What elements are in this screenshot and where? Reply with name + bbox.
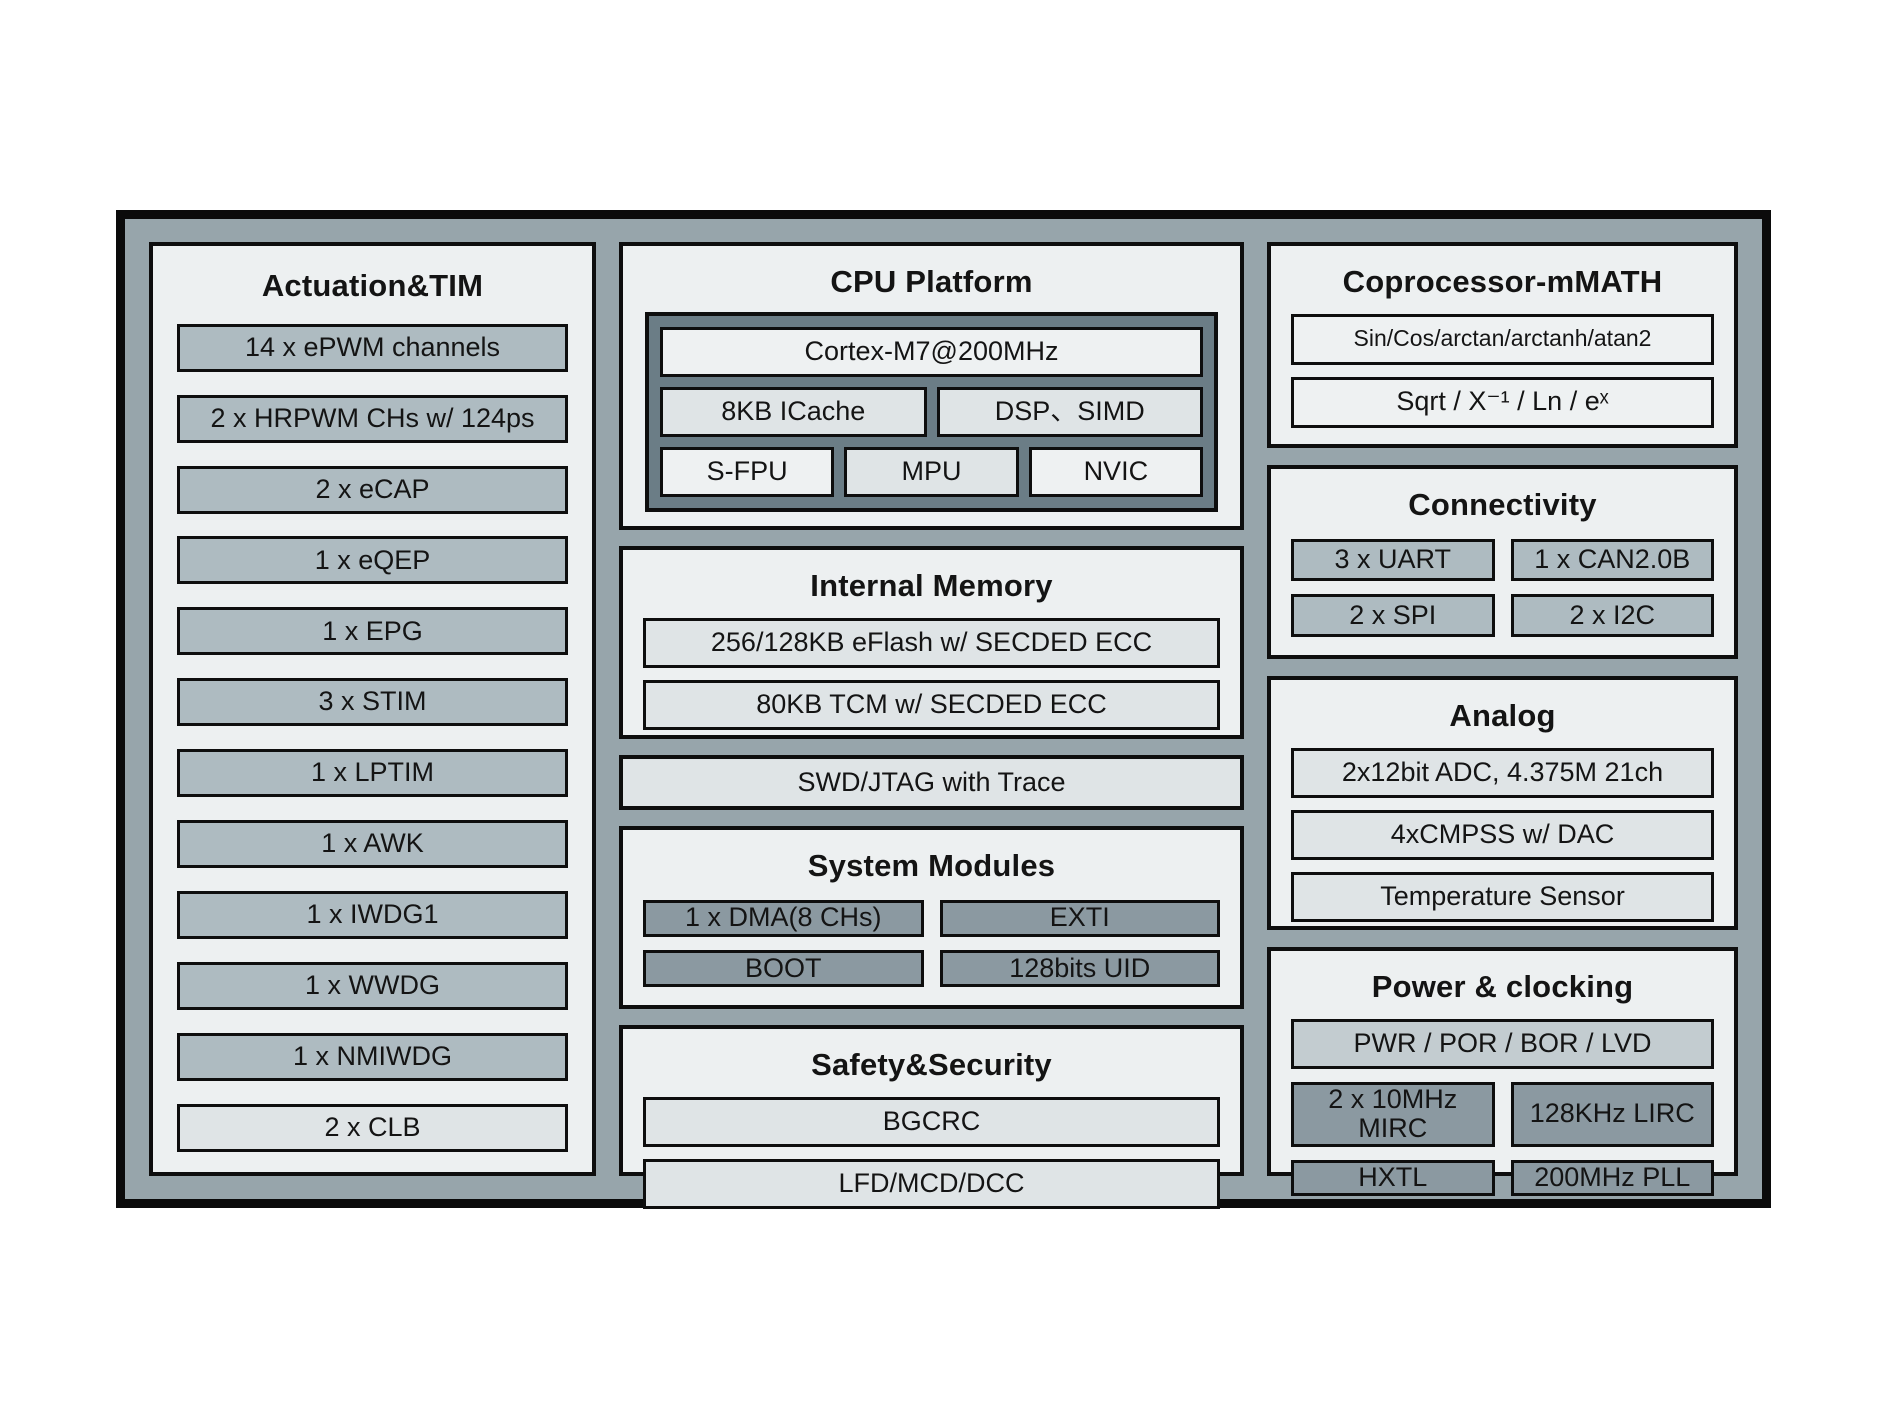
memory-block-stack: 256/128KB eFlash w/ SECDED ECC 80KB TCM … [643,617,1220,730]
block-exti: EXTI [939,899,1220,937]
block-clb: 2 x CLB [177,1103,568,1152]
block-tcm: 80KB TCM w/ SECDED ECC [643,679,1220,730]
safety-block-stack: BGCRC LFD/MCD/DCC [643,1096,1220,1209]
block-mirc: 2 x 10MHz MIRC [1291,1081,1495,1148]
section-safety-security: Safety&Security BGCRC LFD/MCD/DCC [619,1025,1244,1209]
section-actuation-tim: Actuation&TIM 14 x ePWM channels 2 x HRP… [149,242,596,1176]
section-title-cpu-platform: CPU Platform [830,264,1033,299]
section-cpu-platform: CPU Platform Cortex-M7@200MHz 8KB ICache… [619,242,1244,530]
block-temperature-sensor: Temperature Sensor [1291,871,1714,922]
power-clocking-grid: 2 x 10MHz MIRC 128KHz LIRC HXTL 200MHz P… [1291,1081,1714,1196]
block-trig-functions: Sin/Cos/arctan/arctanh/atan2 [1291,313,1714,365]
section-power-clocking: Power & clocking PWR / POR / BOR / LVD 2… [1267,947,1738,1196]
block-eqep: 1 x eQEP [177,536,568,585]
math-block-stack: Sin/Cos/arctan/arctanh/atan2 Sqrt / X⁻¹ … [1291,313,1714,428]
chip-outer-frame: Actuation&TIM 14 x ePWM channels 2 x HRP… [116,210,1771,1209]
block-awk: 1 x AWK [177,820,568,869]
block-cortex-m7-core: Cortex-M7@200MHz [660,326,1203,377]
block-lirc: 128KHz LIRC [1510,1081,1714,1148]
section-title-coprocessor-mmath: Coprocessor-mMATH [1342,264,1663,299]
section-title-power-clocking: Power & clocking [1371,969,1634,1004]
section-coprocessor-mmath: Coprocessor-mMATH Sin/Cos/arctan/arctanh… [1267,242,1738,448]
block-pll: 200MHz PLL [1510,1160,1714,1196]
section-analog: Analog 2x12bit ADC, 4.375M 21ch 4xCMPSS … [1267,676,1738,930]
block-spi: 2 x SPI [1291,594,1495,637]
block-sqrt-ln-exp: Sqrt / X⁻¹ / Ln / eˣ [1291,376,1714,428]
section-title-analog: Analog [1449,698,1556,733]
block-bgcrc: BGCRC [643,1096,1220,1147]
block-uart: 3 x UART [1291,538,1495,582]
section-title-safety-security: Safety&Security [811,1047,1052,1082]
section-title-internal-memory: Internal Memory [810,568,1053,603]
block-can: 1 x CAN2.0B [1510,538,1714,582]
block-iwdg1: 1 x IWDG1 [177,891,568,940]
block-lptim: 1 x LPTIM [177,749,568,798]
block-sfpu: S-FPU [660,446,835,498]
column-right: Coprocessor-mMATH Sin/Cos/arctan/arctanh… [1267,242,1738,1196]
section-system-modules: System Modules 1 x DMA(8 CHs) EXTI BOOT … [619,826,1244,1009]
system-modules-grid: 1 x DMA(8 CHs) EXTI BOOT 128bits UID [643,899,1220,987]
block-nvic: NVIC [1028,446,1203,498]
block-swd-jtag-trace: SWD/JTAG with Trace [619,755,1244,810]
section-title-connectivity: Connectivity [1408,487,1597,522]
block-cmpss-dac: 4xCMPSS w/ DAC [1291,809,1714,860]
block-ecap: 2 x eCAP [177,465,568,514]
block-wwdg: 1 x WWDG [177,962,568,1011]
block-stim: 3 x STIM [177,678,568,727]
block-hxtl: HXTL [1291,1160,1495,1196]
block-nmiwdg: 1 x NMIWDG [177,1033,568,1082]
block-uid: 128bits UID [939,949,1220,987]
connectivity-grid: 3 x UART 1 x CAN2.0B 2 x SPI 2 x I2C [1291,538,1714,637]
cpu-core-cluster: Cortex-M7@200MHz 8KB ICache DSP、SIMD S-F… [645,311,1218,512]
section-title-actuation-tim: Actuation&TIM [261,268,484,303]
block-dma: 1 x DMA(8 CHs) [643,899,924,937]
block-boot: BOOT [643,949,924,987]
block-i2c: 2 x I2C [1510,594,1714,637]
section-title-system-modules: System Modules [807,848,1056,883]
actuation-block-stack: 14 x ePWM channels 2 x HRPWM CHs w/ 124p… [177,323,568,1152]
analog-block-stack: 2x12bit ADC, 4.375M 21ch 4xCMPSS w/ DAC … [1291,747,1714,922]
block-hrpwm: 2 x HRPWM CHs w/ 124ps [177,394,568,443]
block-adc: 2x12bit ADC, 4.375M 21ch [1291,747,1714,798]
block-mpu: MPU [844,446,1019,498]
block-dsp-simd: DSP、SIMD [936,386,1203,437]
block-pwr-por-bor-lvd: PWR / POR / BOR / LVD [1291,1018,1714,1069]
block-eflash: 256/128KB eFlash w/ SECDED ECC [643,617,1220,668]
section-connectivity: Connectivity 3 x UART 1 x CAN2.0B 2 x SP… [1267,465,1738,659]
section-internal-memory: Internal Memory 256/128KB eFlash w/ SECD… [619,546,1244,739]
block-epg: 1 x EPG [177,607,568,656]
block-icache: 8KB ICache [660,386,927,437]
column-left: Actuation&TIM 14 x ePWM channels 2 x HRP… [149,242,596,1176]
column-middle: CPU Platform Cortex-M7@200MHz 8KB ICache… [619,242,1244,1209]
block-epwm-channels: 14 x ePWM channels [177,323,568,372]
block-lfd-mcd-dcc: LFD/MCD/DCC [643,1158,1220,1209]
